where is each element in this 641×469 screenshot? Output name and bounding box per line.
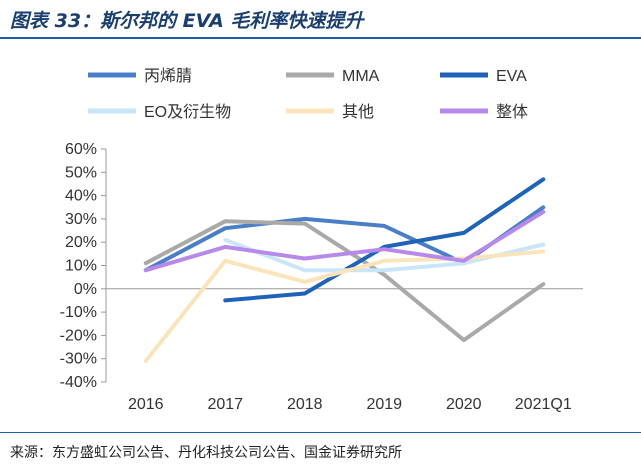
series-line [143,209,546,273]
series-line [143,205,546,273]
title-bar: 图表 33：斯尔邦的 EVA 毛利率快速提升 [0,0,641,39]
line-chart: 丙烯腈 MMA EVA EO及衍生物 其他 整体 60% 50% 40% 30% 20% 10% 0%… [60,67,583,413]
y-tick-label: -30% [60,351,97,368]
legend-label: EO及衍生物 [144,103,231,121]
title-divider [0,37,641,39]
y-tick-label: -20% [60,327,97,344]
y-tick-label: 50% [65,164,97,181]
x-tick-label: 2016 [128,396,164,413]
x-tick-label: 2019 [366,396,402,413]
y-tick-label: 10% [65,258,97,275]
x-tick-label: 2021Q1 [515,396,572,413]
y-tick-label: -40% [60,374,97,391]
y-tick-label: 30% [65,211,97,228]
x-tick-label: 2018 [287,396,323,413]
y-tick-label: 20% [65,234,97,251]
legend-label: 丙烯腈 [144,67,192,85]
chart-title: 图表 33：斯尔邦的 EVA 毛利率快速提升 [10,10,364,32]
source-bar: 来源：东方盛虹公司公告、丹化科技公司公告、国金证券研究所 [0,432,641,469]
series-group [143,177,546,363]
axes: 60% 50% 40% 30% 20% 10% 0% -10% -20% -30% -40% 2016… [60,141,583,413]
legend-label: 其他 [342,103,374,121]
chart-area: 丙烯腈 MMA EVA EO及衍生物 其他 整体 60% 50% 40% 30% 20% 10% 0%… [0,40,641,428]
x-tick-label: 2017 [207,396,243,413]
series-line [143,249,546,363]
legend-label: MMA [342,68,380,85]
y-tick-label: 60% [65,141,97,158]
legend: 丙烯腈 MMA EVA EO及衍生物 其他 整体 [88,67,528,121]
y-tick-label: 0% [74,281,97,298]
legend-label: 整体 [496,103,528,121]
source-note: 来源：东方盛虹公司公告、丹化科技公司公告、国金证券研究所 [10,445,402,461]
series-line [143,219,546,343]
y-tick-label: -10% [60,304,97,321]
y-tick-label: 40% [65,188,97,205]
series-line [223,177,546,303]
legend-label: EVA [496,68,527,85]
x-tick-label: 2020 [446,396,482,413]
source-divider [0,432,641,433]
